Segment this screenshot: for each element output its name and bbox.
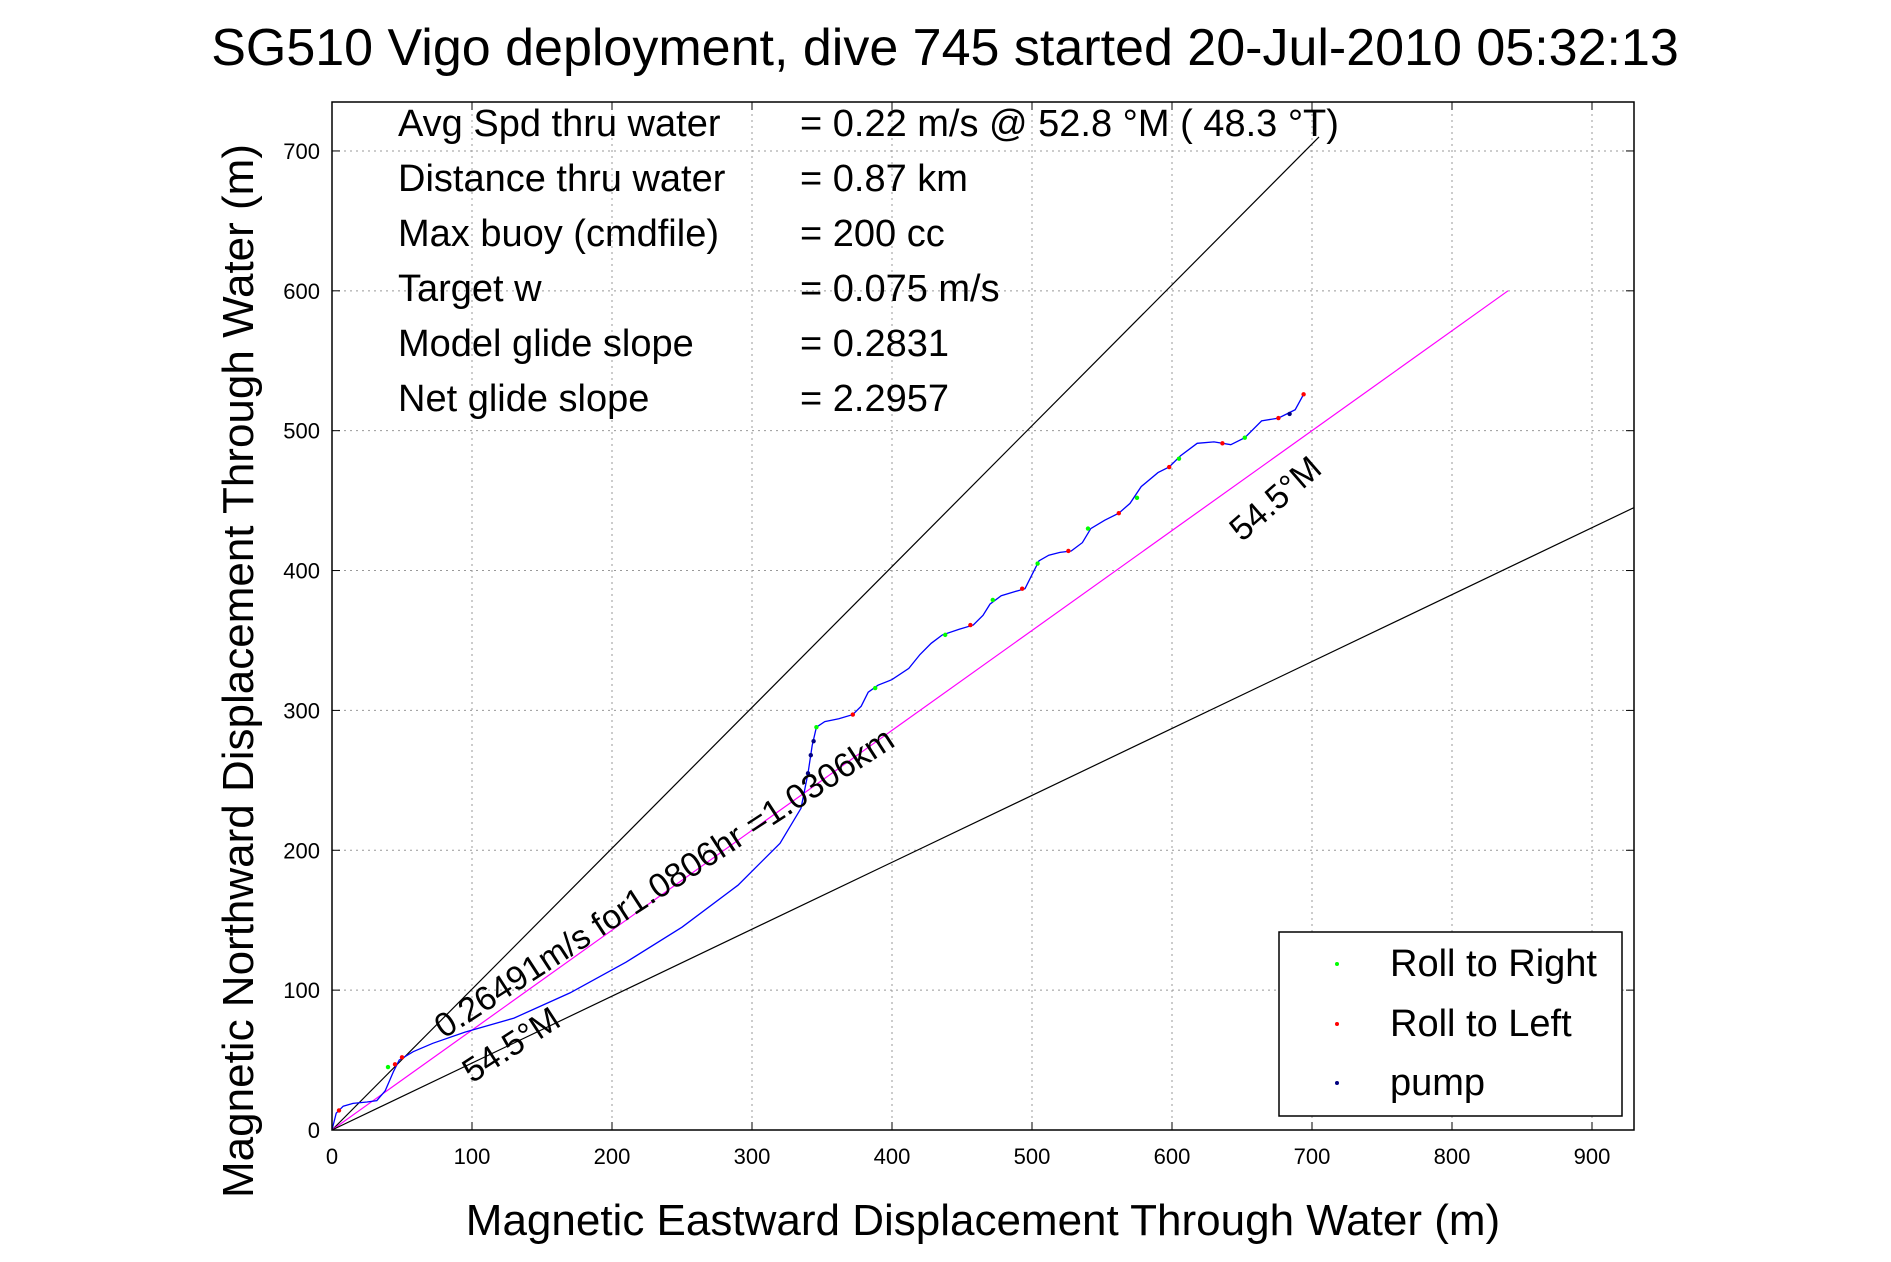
marker-roll-to-left bbox=[1220, 441, 1225, 446]
x-tick-label: 900 bbox=[1574, 1144, 1611, 1169]
x-axis-label: Magnetic Eastward Displacement Through W… bbox=[466, 1196, 1500, 1245]
legend-label-pump: pump bbox=[1390, 1062, 1485, 1104]
marker-roll-to-left bbox=[1167, 464, 1172, 470]
speed-annotation: 0.26491m/s for1.0806hr =1.0306km bbox=[428, 720, 901, 1046]
markers bbox=[336, 392, 1306, 1113]
info-label: Max buoy (cmdfile) bbox=[398, 213, 719, 255]
info-value: = 0.87 km bbox=[800, 158, 968, 200]
info-label: Model glide slope bbox=[398, 323, 694, 365]
info-label: Distance thru water bbox=[398, 158, 726, 200]
marker-roll-to-left bbox=[1116, 511, 1122, 516]
x-tick-label: 200 bbox=[594, 1144, 631, 1169]
x-tick-label: 100 bbox=[454, 1144, 491, 1169]
marker-pump bbox=[805, 771, 811, 776]
marker-roll-to-right bbox=[1242, 435, 1248, 440]
upper-bound-line bbox=[331, 136, 1320, 1131]
marker-roll-to-left bbox=[1020, 586, 1025, 591]
y-tick-label: 200 bbox=[283, 838, 320, 863]
info-panel: Avg Spd thru water = 0.22 m/s @ 52.8 °M (… bbox=[398, 103, 1339, 420]
x-tick-label: 300 bbox=[734, 1144, 771, 1169]
y-tick-label: 100 bbox=[283, 978, 320, 1003]
y-tick-label: 700 bbox=[283, 139, 320, 164]
info-label: Avg Spd thru water bbox=[398, 103, 721, 145]
info-value: = 0.2831 bbox=[800, 323, 949, 365]
marker-roll-to-left bbox=[399, 1055, 405, 1060]
marker-roll-to-left bbox=[1301, 392, 1306, 397]
marker-roll-to-left bbox=[968, 622, 973, 628]
marker-roll-to-left bbox=[336, 1108, 342, 1113]
y-tick-label: 600 bbox=[283, 279, 320, 304]
y-tick-label: 500 bbox=[283, 419, 320, 444]
x-tick-label: 700 bbox=[1294, 1144, 1331, 1169]
chart-title: SG510 Vigo deployment, dive 745 started … bbox=[211, 19, 1679, 77]
legend-label-roll-left: Roll to Left bbox=[1390, 1003, 1572, 1045]
legend: Roll to Right Roll to Left pump bbox=[1278, 931, 1623, 1117]
marker-roll-to-right bbox=[943, 632, 948, 638]
marker-roll-to-left bbox=[392, 1062, 398, 1067]
legend-label-roll-right: Roll to Right bbox=[1390, 943, 1597, 985]
marker-pump bbox=[1287, 411, 1292, 417]
track bbox=[331, 393, 1305, 1131]
x-tick-label: 500 bbox=[1014, 1144, 1051, 1169]
lower-bound-line bbox=[331, 507, 1635, 1131]
info-value: = 2.2957 bbox=[800, 378, 949, 420]
plot-frame bbox=[331, 101, 1635, 1131]
heading-annotation-upper: 54.5°M bbox=[1222, 449, 1329, 549]
heading-line-line bbox=[331, 290, 1509, 1131]
marker-roll-to-left bbox=[850, 712, 855, 717]
track-line bbox=[331, 393, 1305, 1131]
legend-marker-pump bbox=[1335, 1081, 1339, 1085]
info-label: Target w bbox=[398, 268, 542, 310]
marker-roll-to-right bbox=[814, 724, 819, 730]
marker-pump bbox=[808, 752, 813, 758]
marker-roll-to-right bbox=[385, 1064, 391, 1070]
y-tick-label: 0 bbox=[308, 1118, 320, 1143]
info-value: = 200 cc bbox=[800, 213, 945, 255]
y-axis-label: Magnetic Northward Displacement Through … bbox=[214, 144, 263, 1198]
x-tick-label: 600 bbox=[1154, 1144, 1191, 1169]
marker-pump bbox=[811, 738, 816, 744]
grid bbox=[332, 102, 1634, 1130]
marker-roll-to-right bbox=[990, 597, 995, 603]
marker-roll-to-right bbox=[1134, 495, 1140, 501]
marker-roll-to-right bbox=[1176, 456, 1182, 461]
y-tick-label: 400 bbox=[283, 559, 320, 584]
info-value: = 0.22 m/s @ 52.8 °M ( 48.3 °T) bbox=[800, 103, 1339, 145]
legend-marker-roll-right bbox=[1335, 962, 1339, 966]
ticks: 0 100 200 300 400 500 600 700 800 900 0 100 200 300 40… bbox=[283, 102, 1634, 1169]
marker-roll-to-right bbox=[873, 685, 878, 691]
x-tick-label: 400 bbox=[874, 1144, 911, 1169]
y-tick-label: 300 bbox=[283, 698, 320, 723]
marker-roll-to-left bbox=[1276, 415, 1281, 421]
x-tick-label: 800 bbox=[1434, 1144, 1471, 1169]
info-label: Net glide slope bbox=[398, 378, 649, 420]
marker-roll-to-right bbox=[1035, 561, 1040, 566]
marker-roll-to-left bbox=[1066, 548, 1071, 554]
info-value: = 0.075 m/s bbox=[800, 268, 1000, 310]
marker-roll-to-right bbox=[1085, 526, 1091, 531]
x-tick-label: 0 bbox=[326, 1144, 338, 1169]
legend-marker-roll-left bbox=[1335, 1022, 1339, 1026]
reference-lines bbox=[331, 136, 1635, 1131]
